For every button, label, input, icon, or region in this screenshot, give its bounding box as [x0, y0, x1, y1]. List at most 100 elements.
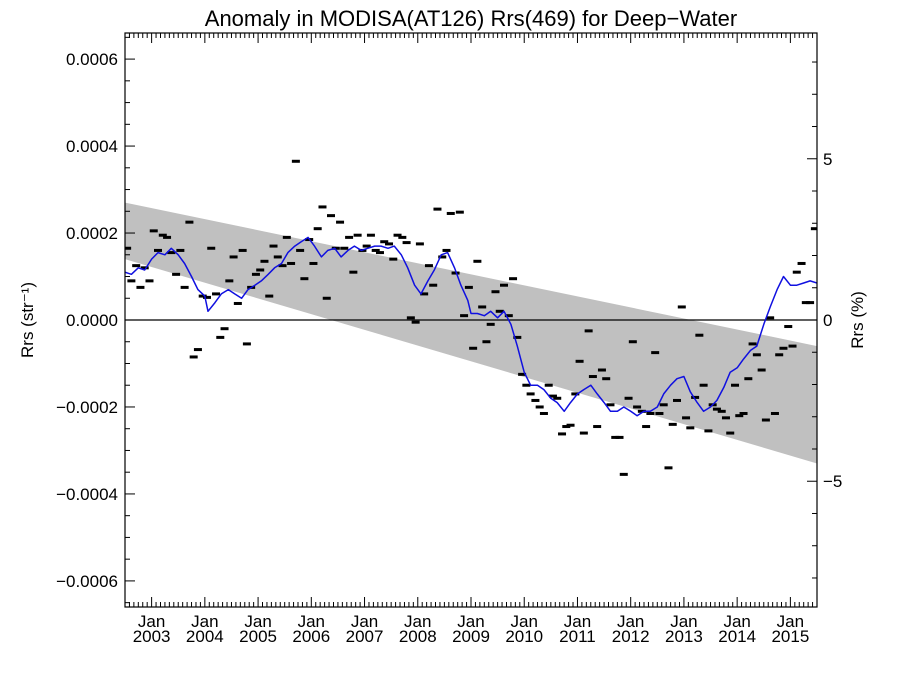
x-tick-label-year: 2008	[399, 627, 437, 646]
trend-band	[125, 202, 817, 464]
scatter-point	[460, 314, 469, 318]
x-tick-label-year: 2012	[612, 627, 650, 646]
scatter-point	[739, 411, 748, 415]
scatter-point	[340, 246, 349, 250]
scatter-point	[744, 377, 753, 381]
scatter-point	[575, 359, 584, 363]
x-tick-label-month: Jan	[298, 612, 325, 631]
scatter-point	[473, 259, 482, 263]
scatter-point	[327, 214, 336, 218]
scatter-point	[602, 377, 611, 381]
scatter-point	[752, 353, 761, 357]
scatter-point	[154, 248, 163, 252]
scatter-point	[619, 472, 628, 476]
scatter-point	[380, 240, 389, 244]
scatter-point	[353, 233, 362, 237]
scatter-point	[553, 396, 562, 400]
x-tick-label-month: Jan	[511, 612, 538, 631]
scatter-series	[125, 159, 817, 476]
scatter-point	[172, 272, 181, 276]
scatter-point	[646, 411, 655, 415]
scatter-point	[446, 211, 455, 215]
scatter-point	[562, 425, 571, 429]
scatter-point	[495, 309, 504, 313]
scatter-point	[429, 283, 438, 287]
y-tick-label: 0.0006	[66, 50, 118, 69]
scatter-point	[424, 264, 433, 268]
scatter-point	[163, 235, 172, 239]
scatter-point	[558, 432, 567, 436]
scatter-point	[433, 207, 442, 211]
scatter-point	[518, 372, 527, 376]
x-tick-label-month: Jan	[244, 612, 271, 631]
scatter-point	[695, 333, 704, 337]
x-tick-label-month: Jan	[191, 612, 218, 631]
scatter-point	[180, 285, 189, 289]
scatter-point	[748, 342, 757, 346]
scatter-point	[766, 316, 775, 320]
scatter-point	[136, 285, 145, 289]
scatter-point	[668, 422, 677, 426]
scatter-point	[385, 242, 394, 246]
scatter-point	[717, 409, 726, 413]
scatter-point	[216, 335, 225, 339]
scatter-point	[806, 301, 815, 305]
scatter-point	[220, 327, 229, 331]
scatter-point	[375, 251, 384, 255]
scatter-point	[132, 264, 141, 268]
scatter-point	[712, 407, 721, 411]
scatter-point	[522, 383, 531, 387]
scatter-point	[548, 394, 557, 398]
scatter-point	[633, 405, 642, 409]
scatter-point	[127, 279, 136, 283]
scatter-point	[256, 268, 265, 272]
x-tick-label-month: Jan	[723, 612, 750, 631]
scatter-point	[393, 233, 402, 237]
scatter-point	[233, 301, 242, 305]
x-tick-label-month: Jan	[777, 612, 804, 631]
scatter-point	[579, 431, 588, 435]
scatter-point	[779, 346, 788, 350]
scatter-point	[464, 285, 473, 289]
scatter-point	[655, 411, 664, 415]
scatter-point	[349, 270, 358, 274]
scatter-point	[664, 466, 673, 470]
x-tick-label-year: 2006	[292, 627, 330, 646]
scatter-point	[651, 351, 660, 355]
x-tick-label-year: 2010	[505, 627, 543, 646]
scatter-point	[318, 205, 327, 209]
scatter-point	[486, 322, 495, 326]
scatter-point	[686, 426, 695, 430]
chart-title: Anomaly in MODISA(AT126) Rrs(469) for De…	[205, 6, 737, 31]
scatter-point	[145, 279, 154, 283]
scatter-point	[624, 396, 633, 400]
scatter-point	[588, 375, 597, 379]
scatter-point	[225, 279, 234, 283]
scatter-point	[677, 305, 686, 309]
scatter-point	[300, 277, 309, 281]
y-tick-label: −0.0006	[56, 572, 118, 591]
scatter-point	[593, 425, 602, 429]
scatter-point	[260, 259, 269, 263]
scatter-point	[491, 290, 500, 294]
axes: 0.0006 0.0004 0.0002 0.0000 −0.0002 −0.0004 −0…	[56, 32, 842, 646]
scatter-point	[389, 257, 398, 261]
x-tick-label-month: Jan	[564, 612, 591, 631]
scatter-point	[273, 255, 282, 259]
scatter-point	[398, 235, 407, 239]
scatter-point	[810, 227, 817, 231]
scatter-point	[606, 403, 615, 407]
scatter-point	[526, 392, 535, 396]
x-tick-label-month: Jan	[670, 612, 697, 631]
scatter-point	[531, 398, 540, 402]
scatter-point	[482, 340, 491, 344]
scatter-point	[229, 255, 238, 259]
scatter-point	[726, 431, 735, 435]
scatter-point	[140, 266, 149, 270]
scatter-point	[731, 383, 740, 387]
x-tick-label-year: 2009	[452, 627, 490, 646]
scatter-point	[659, 403, 668, 407]
x-tick-label-year: 2013	[665, 627, 703, 646]
scatter-point	[704, 429, 713, 433]
